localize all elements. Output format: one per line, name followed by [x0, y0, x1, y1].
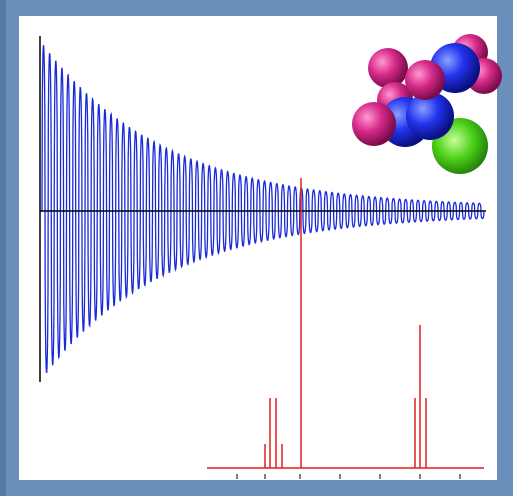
atom	[352, 102, 396, 146]
atom	[368, 48, 408, 88]
atom	[406, 92, 454, 140]
spectrum	[207, 178, 484, 469]
molecule	[352, 34, 502, 174]
frame-edge	[0, 0, 6, 496]
atom	[405, 60, 445, 100]
spectrum-ticks	[236, 474, 461, 479]
